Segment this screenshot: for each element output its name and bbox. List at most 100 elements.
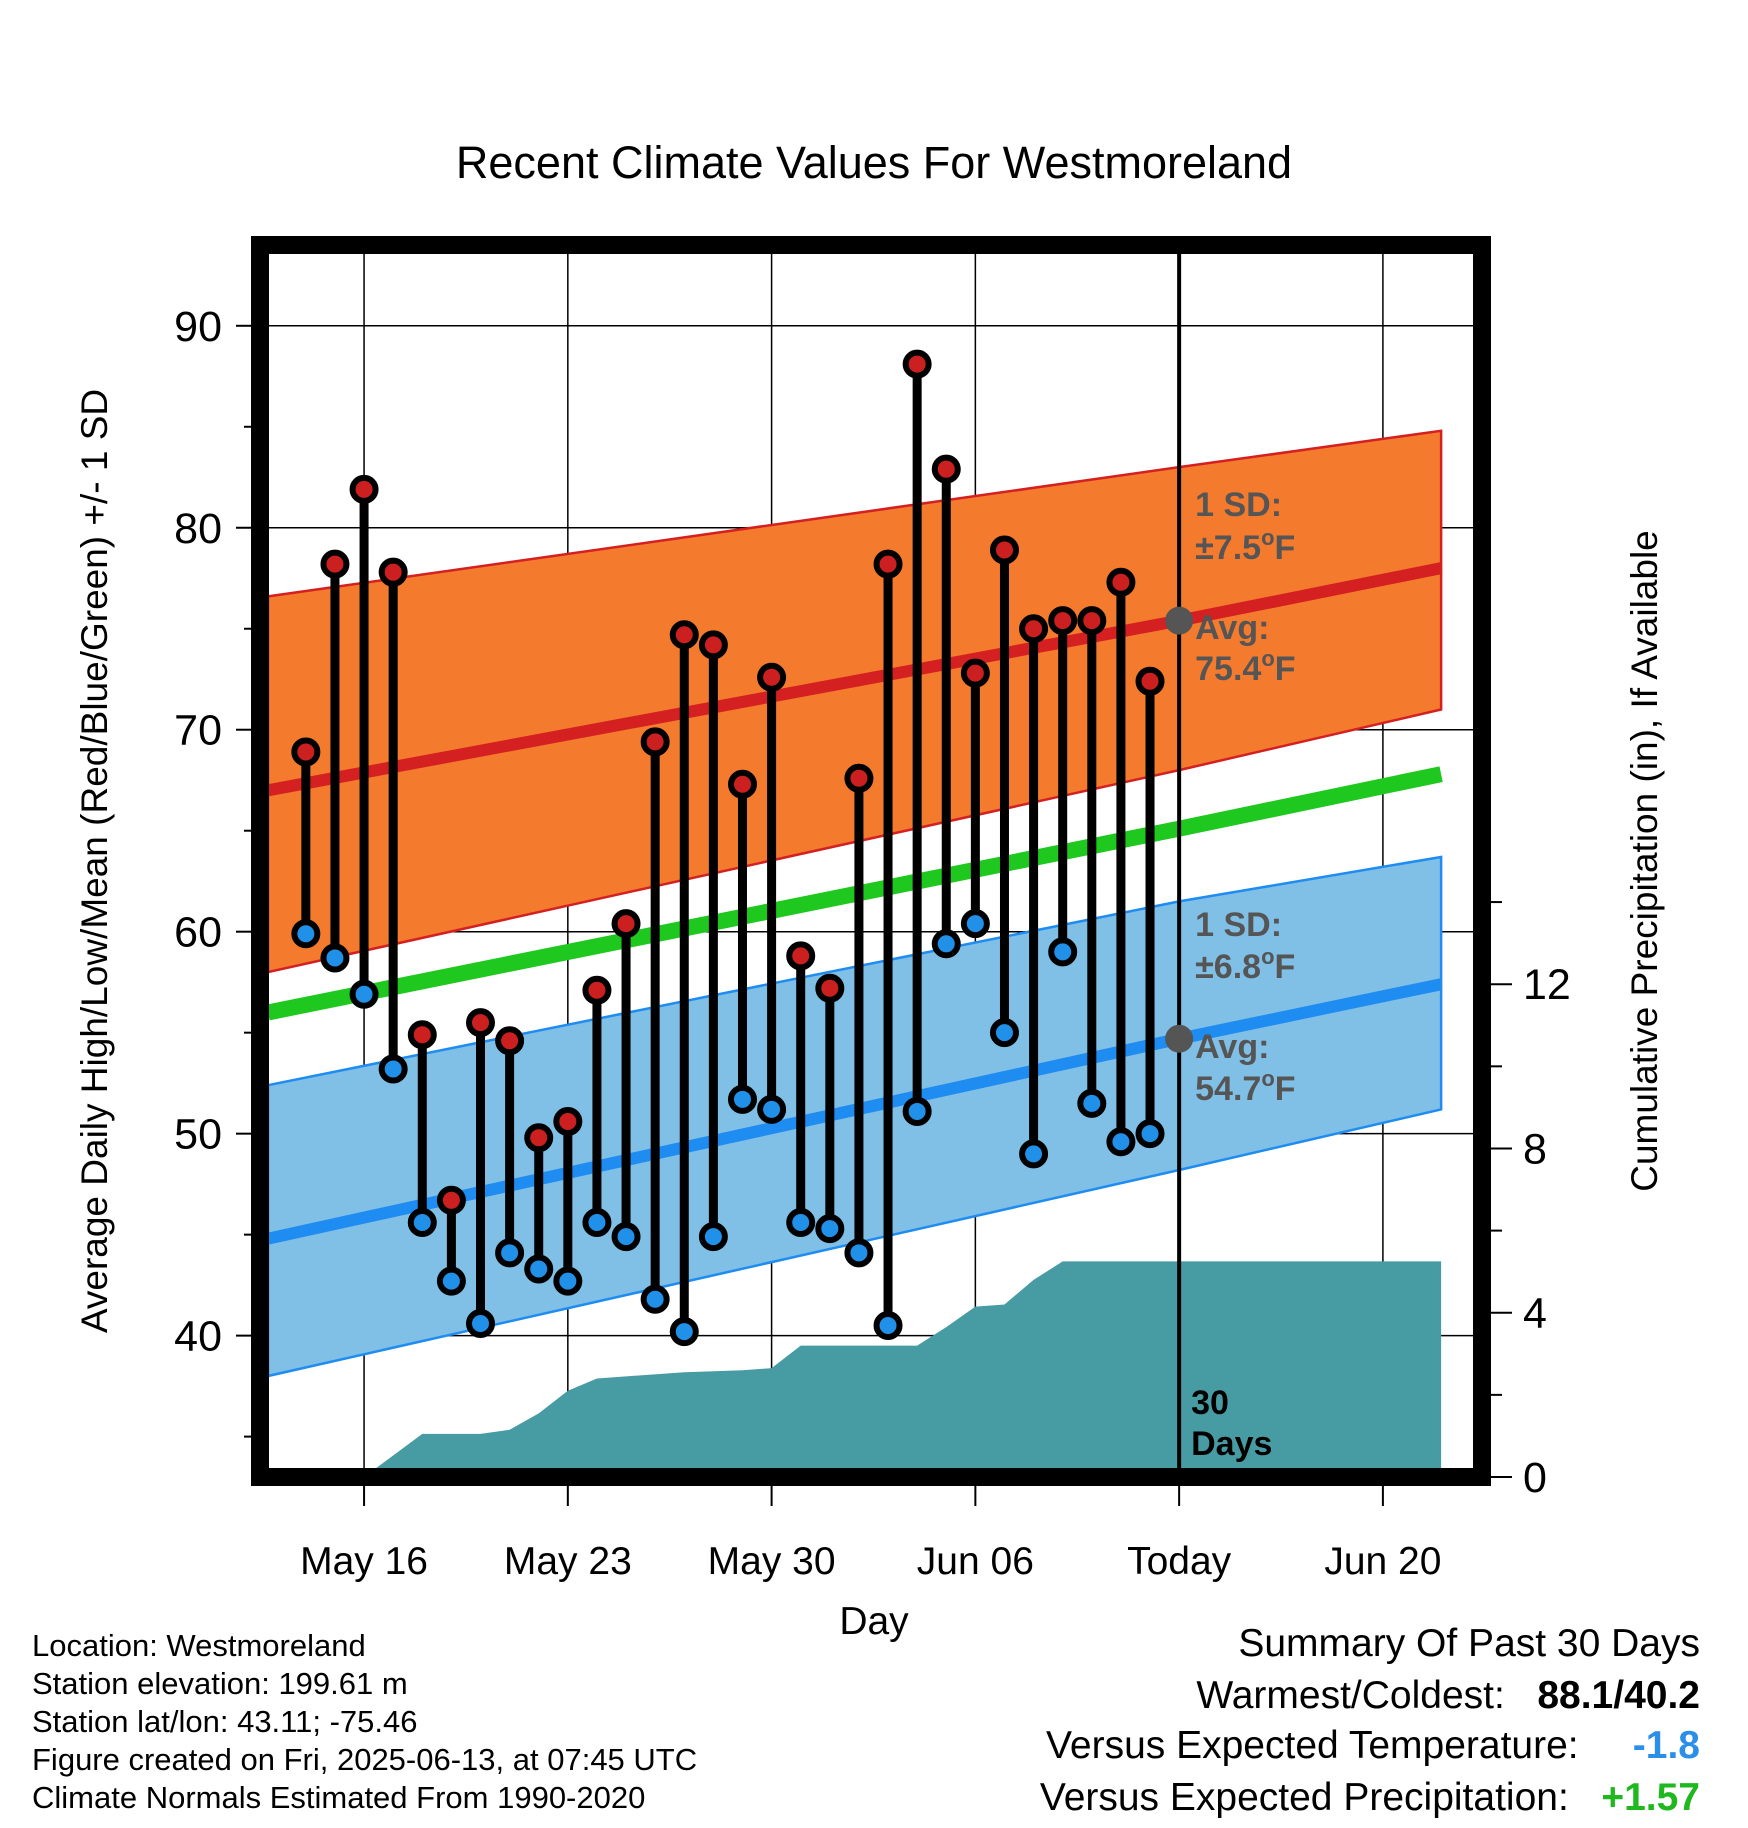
high-marker [640, 727, 670, 757]
low-marker [436, 1266, 466, 1296]
station-info: Location: Westmoreland Station elevation… [32, 1627, 697, 1817]
high-marker [436, 1185, 466, 1215]
high-marker [1077, 606, 1107, 636]
warmest-value: 88.1 [1537, 1674, 1614, 1717]
high-marker [989, 535, 1019, 565]
high-marker [291, 737, 321, 767]
low-marker [698, 1222, 728, 1252]
low-marker [1106, 1127, 1136, 1157]
days-count-label: 30 [1191, 1384, 1229, 1422]
low-marker [640, 1284, 670, 1314]
high-marker [931, 454, 961, 484]
high-avg-label: Avg: [1195, 609, 1269, 647]
y2-tick-label-8: 8 [1523, 1125, 1547, 1173]
x-tick-label: Jun 20 [1324, 1540, 1441, 1583]
high-sd-value: ±7.5oF [1195, 525, 1295, 567]
low-marker [844, 1238, 874, 1268]
high-marker [495, 1026, 525, 1056]
summary-precip: Versus Expected Precipitation: +1.57 [1040, 1776, 1700, 1820]
days-word-label: Days [1191, 1425, 1272, 1463]
high-marker [1106, 567, 1136, 597]
y-axis-left: 40 50 60 70 80 90 [174, 303, 252, 1438]
y2-tick-label-4: 4 [1523, 1290, 1547, 1338]
y-axis-label: Average Daily High/Low/Mean (Red/Blue/Gr… [74, 389, 115, 1333]
high-marker [611, 909, 641, 939]
high-marker [815, 973, 845, 1003]
high-marker [1048, 606, 1078, 636]
high-marker [669, 620, 699, 650]
high-avg-value: 75.4oF [1195, 646, 1295, 688]
x-tick-label: May 30 [708, 1540, 836, 1583]
low-marker [727, 1084, 757, 1114]
low-marker [1135, 1119, 1165, 1149]
low-marker [1048, 937, 1078, 967]
precip-area [364, 1261, 1442, 1477]
low-marker [320, 943, 350, 973]
x-tick-label: May 16 [300, 1540, 428, 1583]
high-marker [407, 1020, 437, 1050]
low-marker [757, 1094, 787, 1124]
low-sd-label: 1 SD: [1195, 906, 1282, 944]
high-marker [960, 658, 990, 688]
y-tick-label-60: 60 [174, 909, 222, 957]
y-tick-label-40: 40 [174, 1313, 222, 1361]
today-low-avg-dot [1165, 1024, 1194, 1053]
low-marker [611, 1222, 641, 1252]
summary-temp: Versus Expected Temperature: -1.8 [1046, 1724, 1700, 1768]
high-marker [698, 630, 728, 660]
high-sd-label: 1 SD: [1195, 486, 1282, 524]
precip-value: +1.57 [1601, 1776, 1700, 1819]
high-marker [844, 763, 874, 793]
x-tick-label: May 23 [504, 1540, 632, 1583]
high-marker [349, 474, 379, 504]
x-tick-label: Jun 06 [917, 1540, 1034, 1583]
low-marker [524, 1254, 554, 1284]
high-marker [786, 941, 816, 971]
low-marker [815, 1214, 845, 1244]
low-marker [1019, 1139, 1049, 1169]
low-avg-value: 54.7oF [1195, 1066, 1295, 1108]
high-marker [524, 1123, 554, 1153]
y-tick-label-90: 90 [174, 303, 222, 351]
warm-cold-label: Warmest/Coldest: [1196, 1674, 1505, 1717]
high-marker [757, 662, 787, 692]
high-marker [582, 975, 612, 1005]
low-marker [669, 1317, 699, 1347]
latlon-text: Station lat/lon: 43.11; -75.46 [32, 1704, 418, 1739]
precip-label: Versus Expected Precipitation: [1039, 1776, 1569, 1819]
low-marker [407, 1208, 437, 1238]
y2-axis-label: Cumulative Precipitation (in), If Availa… [1624, 530, 1665, 1192]
high-marker [466, 1008, 496, 1038]
y2-tick-label-0: 0 [1523, 1454, 1547, 1502]
y2-tick-label-12: 12 [1523, 961, 1571, 1009]
y-axis-right: 0 4 8 12 [1490, 901, 1571, 1502]
normals-text: Climate Normals Estimated From 1990-2020 [32, 1780, 646, 1815]
x-tick-label: Today [1127, 1540, 1232, 1583]
low-marker [378, 1054, 408, 1084]
low-marker [495, 1238, 525, 1268]
low-marker [582, 1208, 612, 1238]
high-marker [902, 349, 932, 379]
high-marker [320, 549, 350, 579]
low-marker [960, 909, 990, 939]
high-marker [1019, 614, 1049, 644]
low-marker [931, 929, 961, 959]
temp-label: Versus Expected Temperature: [1046, 1724, 1579, 1767]
y-tick-label-80: 80 [174, 505, 222, 553]
summary-warm-cold: Warmest/Coldest: 88.1/40.2 [1196, 1674, 1700, 1717]
high-marker [378, 557, 408, 587]
x-axis: May 16 May 23 May 30 Jun 06 Today Jun 20 [300, 1486, 1441, 1583]
low-marker [902, 1096, 932, 1126]
created-text: Figure created on Fri, 2025-06-13, at 07… [32, 1742, 698, 1777]
plot-frame [251, 236, 1491, 1486]
y-tick-label-50: 50 [174, 1111, 222, 1159]
low-marker [349, 979, 379, 1009]
coldest-value: 40.2 [1624, 1674, 1700, 1717]
chart-title: Recent Climate Values For Westmoreland [456, 137, 1292, 188]
low-sd-value: ±6.8oF [1195, 944, 1295, 986]
low-marker [786, 1208, 816, 1238]
elevation-text: Station elevation: 199.61 m [32, 1666, 408, 1701]
low-marker [1077, 1088, 1107, 1118]
